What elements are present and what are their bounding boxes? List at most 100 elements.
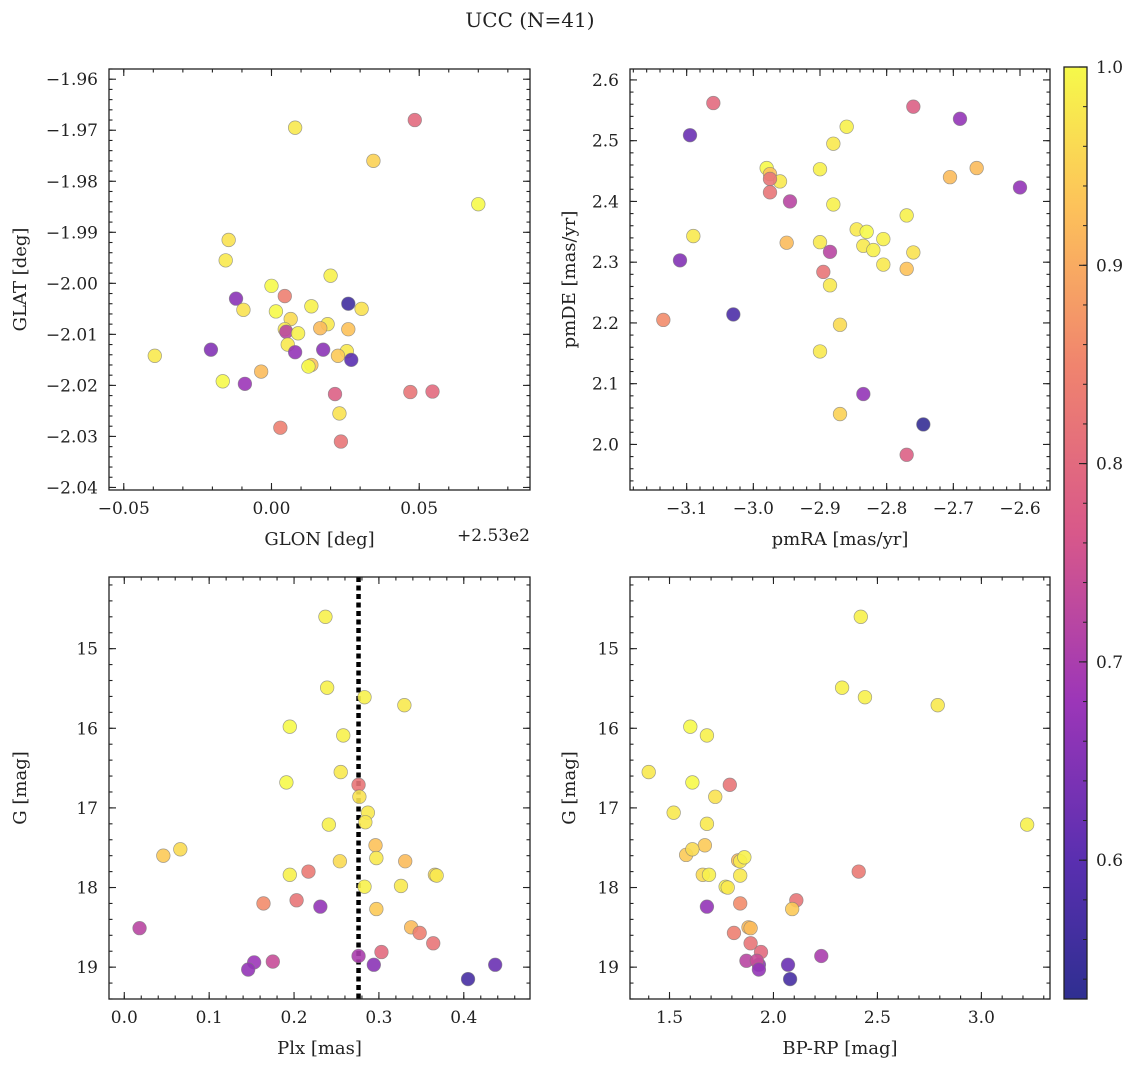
data-point [706,95,721,111]
data-point [853,609,868,624]
data-point [743,936,758,951]
y-tick-label: −1.96 [46,70,98,90]
x-tick-label: 3.0 [968,1008,995,1028]
y-tick-label: 18 [76,879,98,899]
x-tick-label: 1.5 [656,1008,683,1028]
x-tick-label: 0.4 [450,1008,477,1028]
axes-frame [629,68,1051,491]
axis-ticks [109,68,530,490]
data-point [289,893,304,908]
data-point [368,838,383,853]
data-point [733,896,748,911]
x-tick-label: 2.0 [760,1008,787,1028]
data-point [822,278,838,293]
data-point [826,136,841,151]
data-points [147,112,486,449]
data-point [327,386,343,402]
data-point [701,867,717,882]
colorbar: 0.6 0.7 0.8 0.9 1.0 [1063,58,1123,1000]
data-point [366,957,381,972]
data-point [814,948,829,964]
data-point [132,920,147,936]
data-point [173,842,188,857]
data-point [471,197,486,212]
data-point [313,321,328,336]
data-point [313,899,328,914]
data-point [733,868,748,883]
y-tick-label: −2.04 [46,478,98,498]
data-point [316,342,331,357]
data-point [722,777,737,792]
data-point [277,288,292,304]
data-point [751,962,767,977]
data-point [265,954,280,969]
data-point [641,764,656,780]
data-point [218,253,233,268]
axes-frame [629,576,1051,1000]
data-point [952,111,968,126]
data-point [304,299,319,314]
colorbar-frame [1063,66,1088,1000]
data-point [366,153,381,169]
data-point [460,971,476,987]
data-point [682,128,698,143]
data-point [236,302,251,318]
data-point [720,880,735,895]
data-point [726,925,742,941]
data-point [942,169,958,185]
data-point [336,728,351,743]
data-point [290,326,306,341]
y-tick-label: 18 [597,879,619,899]
data-point [930,698,945,713]
y-tick-label: −2.00 [46,274,98,294]
scatter-panel-3: 0.0 0.1 0.2 0.3 0.4 15 16 17 18 19 Plx [mas] G [mag… [10,576,531,1059]
data-point [228,291,244,306]
x-tick-label: 2.5 [864,1008,891,1028]
data-point [344,352,359,368]
x-offset-text: +2.53e2 [457,526,530,546]
data-point [237,376,253,392]
data-point [683,719,698,734]
x-tick-label: −3.1 [666,499,707,519]
x-axis-label: GLON [deg] [264,529,374,550]
y-tick-label: −1.97 [46,121,98,141]
data-point [686,228,701,244]
data-point [256,896,271,911]
data-point [785,901,800,917]
y-tick-label: 2.2 [592,314,619,334]
y-tick-label: −2.02 [46,376,98,396]
data-point [672,253,688,268]
colorbar-tick-label: 0.7 [1096,653,1123,673]
x-tick-label: −3.0 [733,499,774,519]
data-point [656,312,671,328]
data-point [906,245,921,260]
data-point [697,838,713,853]
colorbar-tick-label: 0.8 [1096,455,1123,475]
data-point [762,171,778,187]
data-point [321,817,336,832]
data-point [203,342,219,357]
data-point [834,680,850,695]
axes-frame [108,576,531,1000]
data-point [393,878,409,894]
data-point [685,842,700,857]
x-tick-label: 0.00 [253,499,291,519]
data-point [916,417,931,432]
data-point [666,805,681,820]
data-point [282,867,297,882]
data-point [699,899,715,914]
data-point [969,160,984,176]
y-axis-label: pmDE [mas/yr] [559,211,580,349]
data-point [323,268,338,283]
data-point [215,374,230,389]
data-point [341,296,356,311]
data-points [132,609,503,987]
y-tick-label: 15 [597,640,619,660]
data-point [780,957,796,972]
data-points [656,95,1028,462]
y-tick-label: 2.4 [592,192,619,212]
data-point [330,348,346,363]
data-point [1019,817,1035,832]
data-point [699,816,715,831]
